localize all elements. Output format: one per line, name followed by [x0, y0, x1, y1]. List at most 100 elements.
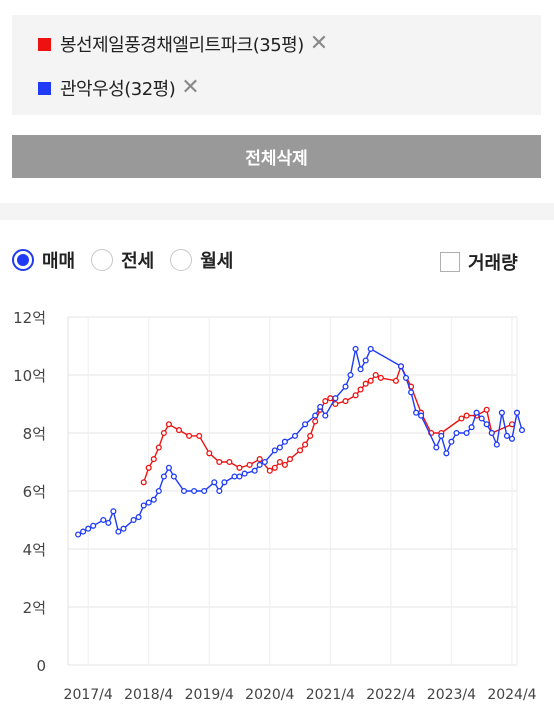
data-point[interactable] — [352, 392, 359, 399]
radio-sale[interactable]: 매매 — [12, 247, 75, 273]
data-point[interactable] — [357, 386, 364, 393]
close-icon[interactable]: ✕ — [309, 31, 328, 56]
data-point[interactable] — [448, 438, 455, 445]
delete-all-button[interactable]: 전체삭제 — [12, 135, 541, 178]
data-point[interactable] — [160, 429, 167, 437]
data-point[interactable] — [115, 528, 122, 535]
data-point[interactable] — [332, 400, 339, 408]
data-point[interactable] — [75, 531, 82, 538]
data-point[interactable] — [342, 398, 349, 405]
close-icon[interactable]: ✕ — [181, 75, 200, 100]
data-point[interactable] — [130, 516, 137, 524]
data-point[interactable] — [186, 432, 193, 439]
radio-monthly-rent[interactable]: 월세 — [170, 247, 233, 273]
data-point[interactable] — [402, 374, 410, 381]
data-point[interactable] — [362, 357, 369, 364]
data-point[interactable] — [332, 395, 339, 402]
data-point[interactable] — [322, 398, 329, 405]
data-point[interactable] — [196, 432, 203, 439]
data-point[interactable] — [271, 447, 278, 454]
data-point[interactable] — [165, 464, 172, 471]
data-point[interactable] — [256, 456, 263, 463]
data-point[interactable] — [418, 412, 425, 419]
data-point[interactable] — [372, 371, 379, 379]
data-point[interactable] — [90, 522, 97, 529]
data-point[interactable] — [201, 487, 208, 495]
data-point[interactable] — [302, 441, 309, 448]
data-point[interactable] — [453, 429, 460, 437]
data-point[interactable] — [231, 473, 238, 480]
data-point[interactable] — [468, 424, 475, 431]
data-point[interactable] — [140, 502, 147, 509]
data-point[interactable] — [155, 487, 162, 495]
data-point[interactable] — [297, 447, 304, 454]
data-point[interactable] — [307, 432, 314, 439]
data-point[interactable] — [145, 464, 152, 471]
data-point[interactable] — [312, 412, 319, 419]
data-point[interactable] — [216, 487, 223, 495]
data-point[interactable] — [155, 444, 162, 451]
radio-jeonse[interactable]: 전세 — [91, 247, 154, 273]
data-point[interactable] — [281, 461, 288, 468]
data-point[interactable] — [458, 415, 465, 422]
data-point[interactable] — [266, 467, 273, 474]
data-point[interactable] — [488, 429, 495, 437]
data-point[interactable] — [251, 467, 258, 474]
data-point[interactable] — [271, 464, 278, 471]
data-point[interactable] — [150, 456, 157, 463]
data-point[interactable] — [150, 496, 157, 503]
data-point[interactable] — [236, 464, 243, 471]
data-point[interactable] — [226, 458, 233, 466]
data-point[interactable] — [302, 421, 309, 428]
data-point[interactable] — [165, 421, 172, 428]
data-point[interactable] — [191, 487, 198, 495]
data-point[interactable] — [180, 487, 188, 495]
data-point[interactable] — [463, 429, 470, 437]
data-point[interactable] — [291, 432, 299, 439]
data-point[interactable] — [433, 444, 440, 451]
data-point[interactable] — [100, 516, 107, 524]
data-point[interactable] — [327, 395, 334, 402]
data-point[interactable] — [397, 363, 405, 370]
data-point[interactable] — [241, 470, 248, 477]
data-point[interactable] — [498, 409, 505, 416]
data-point[interactable] — [347, 371, 354, 379]
data-point[interactable] — [160, 473, 167, 480]
data-point[interactable] — [508, 421, 516, 428]
data-point[interactable] — [216, 458, 223, 466]
data-point[interactable] — [246, 461, 253, 468]
data-point[interactable] — [140, 479, 147, 486]
data-point[interactable] — [206, 450, 213, 457]
data-point[interactable] — [276, 444, 283, 451]
data-point[interactable] — [367, 345, 374, 352]
volume-checkbox[interactable]: 거래량 — [440, 249, 518, 275]
data-point[interactable] — [286, 456, 294, 463]
data-point[interactable] — [473, 409, 480, 416]
data-point[interactable] — [256, 461, 263, 468]
data-point[interactable] — [478, 415, 485, 422]
data-point[interactable] — [438, 432, 445, 439]
data-point[interactable] — [236, 473, 243, 480]
data-point[interactable] — [120, 525, 127, 532]
data-point[interactable] — [408, 389, 415, 396]
data-point[interactable] — [281, 438, 288, 445]
data-point[interactable] — [503, 432, 510, 439]
data-point[interactable] — [352, 345, 359, 352]
data-point[interactable] — [170, 473, 177, 480]
data-point[interactable] — [80, 528, 87, 535]
data-point[interactable] — [362, 380, 369, 387]
data-point[interactable] — [135, 514, 142, 521]
data-point[interactable] — [261, 458, 268, 466]
data-point[interactable] — [221, 479, 228, 486]
data-point[interactable] — [493, 441, 500, 448]
data-point[interactable] — [367, 377, 374, 384]
data-point[interactable] — [317, 403, 324, 410]
data-point[interactable] — [105, 519, 112, 526]
data-point[interactable] — [483, 421, 490, 428]
data-point[interactable] — [483, 406, 490, 413]
data-point[interactable] — [322, 412, 329, 419]
data-point[interactable] — [276, 458, 283, 466]
data-point[interactable] — [85, 525, 92, 532]
data-point[interactable] — [145, 499, 152, 506]
data-point[interactable] — [513, 409, 521, 416]
